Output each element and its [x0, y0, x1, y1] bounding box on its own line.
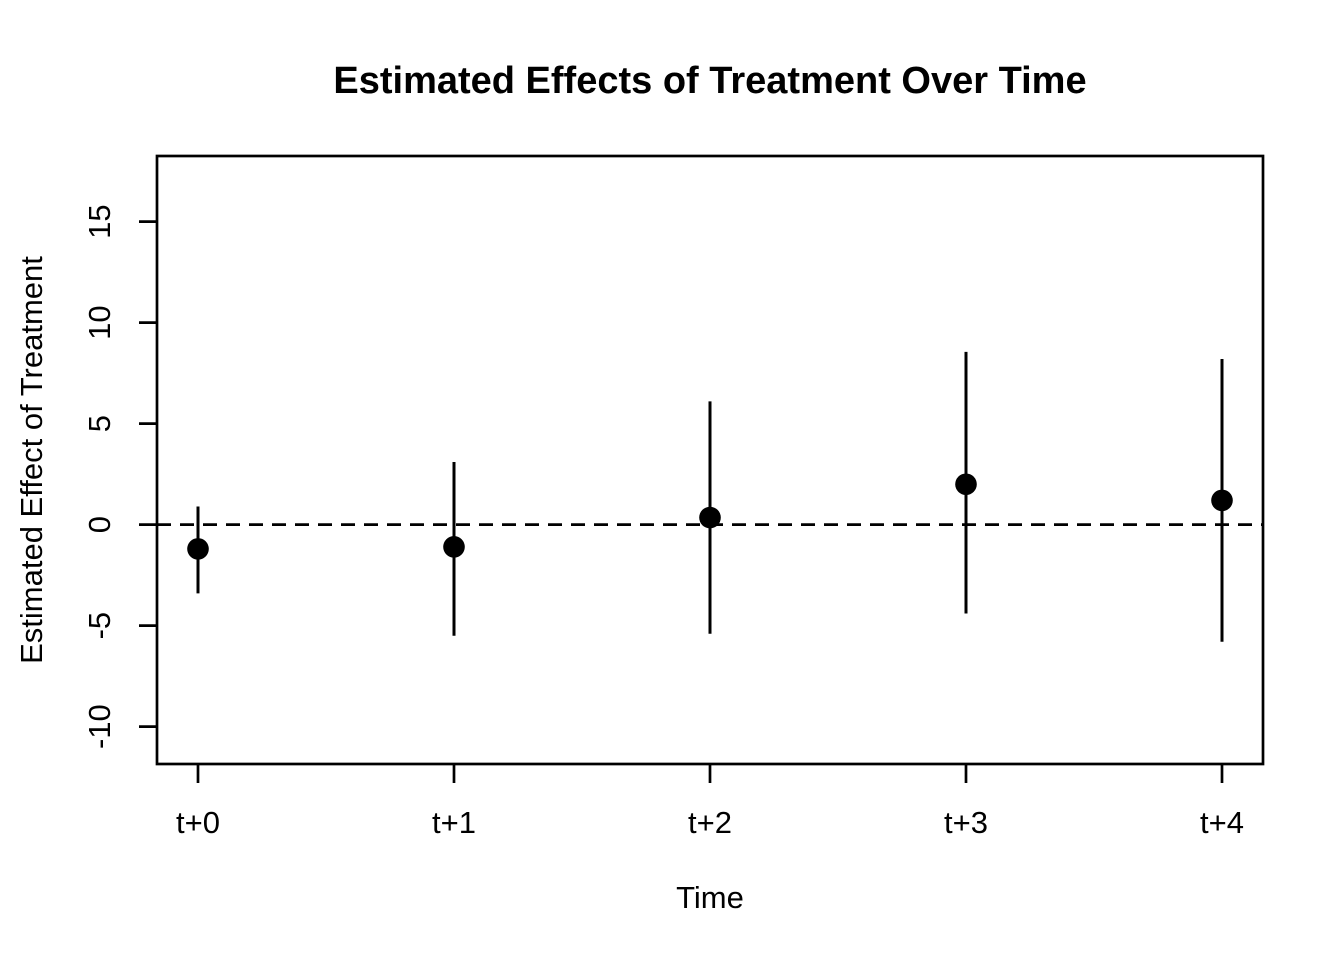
y-tick-label: 15	[82, 204, 117, 238]
x-tick-label: t+1	[432, 805, 476, 840]
x-tick-label: t+2	[688, 805, 732, 840]
plot-area: -10 -5 0 5 10 15 t+0 t+1 t+2 t+3 t+4	[82, 154, 1265, 840]
chart-title: Estimated Effects of Treatment Over Time	[333, 60, 1086, 102]
data-point	[443, 536, 465, 558]
data-point	[955, 473, 977, 496]
x-tick-label: t+3	[944, 805, 988, 840]
x-tick-label: t+0	[176, 805, 220, 840]
x-axis-title: Time	[676, 880, 744, 915]
data-point	[1211, 489, 1233, 512]
y-tick-label: 5	[82, 415, 117, 432]
y-tick-label: 0	[82, 516, 117, 533]
y-tick-label: 10	[82, 305, 117, 339]
data-point	[699, 506, 721, 529]
y-axis-title: Estimated Effect of Treatment	[14, 256, 49, 664]
y-tick-label: -5	[82, 612, 117, 640]
x-tick-label: t+4	[1200, 805, 1244, 840]
data-point	[187, 538, 209, 560]
y-tick-label: -10	[82, 704, 117, 749]
